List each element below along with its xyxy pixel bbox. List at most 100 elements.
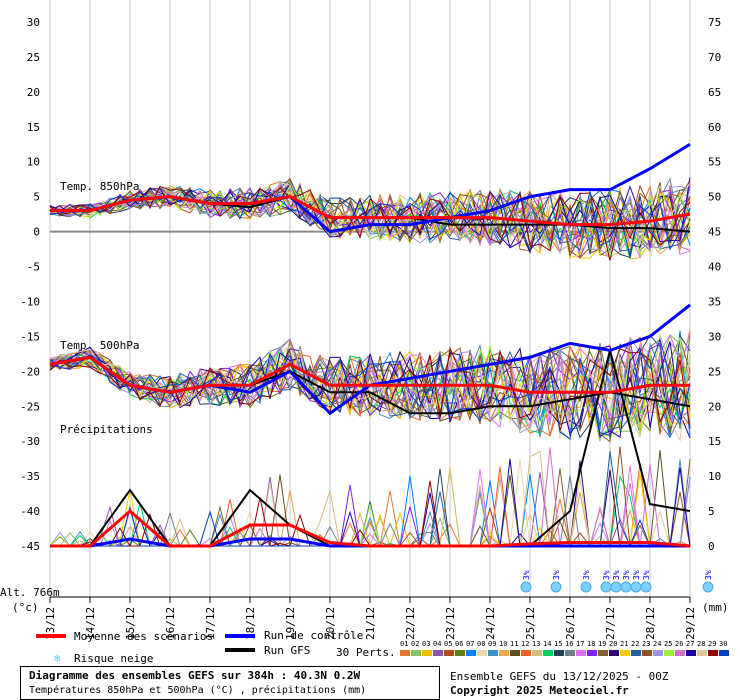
pert-number: 11 <box>510 640 519 648</box>
left-tick-label: -40 <box>20 505 40 518</box>
pert-swatch <box>642 650 652 656</box>
pert-swatch <box>400 650 410 656</box>
chart-subtitle: Températures 850hPa et 500hPa (°C) , pré… <box>29 685 367 696</box>
x-tick-label: 17/12 <box>204 607 217 640</box>
left-tick-label: 30 <box>27 16 40 29</box>
pert-number: 10 <box>499 640 508 648</box>
snow-risk-value: 3% <box>704 570 713 580</box>
pert-swatch <box>521 650 531 656</box>
pert-swatch <box>543 650 553 656</box>
copyright: Copyright 2025 Meteociel.fr <box>450 684 629 697</box>
right-tick-label: 10 <box>708 470 721 483</box>
snow-risk-value: 3% <box>622 570 631 580</box>
right-tick-label: 5 <box>708 505 715 518</box>
snow-risk-icon <box>640 581 652 593</box>
snow-risk-icon <box>520 581 532 593</box>
snow-risk-value: 3% <box>522 570 531 580</box>
pert-swatch <box>631 650 641 656</box>
pert-swatch <box>554 650 564 656</box>
pert-swatch <box>488 650 498 656</box>
snowflake-icon: ❄ <box>54 652 61 665</box>
snow-risk-icon <box>610 581 622 593</box>
left-tick-label: 0 <box>33 226 40 239</box>
x-tick-label: 18/12 <box>244 607 257 640</box>
panel-label-t850: Temp. 850hPa <box>60 180 139 193</box>
right-tick-label: 70 <box>708 51 721 64</box>
snow-risk-icon <box>630 581 642 593</box>
pert-swatch <box>477 650 487 656</box>
snow-risk-icon <box>620 581 632 593</box>
right-tick-label: 15 <box>708 435 721 448</box>
right-tick-label: 45 <box>708 226 721 239</box>
pert-swatch <box>455 650 465 656</box>
legend-gfs: Run GFS <box>264 644 311 657</box>
right-tick-label: 20 <box>708 400 721 413</box>
pert-swatch <box>532 650 542 656</box>
run-info: Ensemble GEFS du 13/12/2025 - 00Z <box>450 670 669 683</box>
legend-control: Run de contrôle <box>264 629 364 642</box>
pert-swatch <box>653 650 663 656</box>
pert-swatch <box>510 650 520 656</box>
x-tick-label: 20/12 <box>324 607 337 640</box>
pert-number: 29 <box>708 640 717 648</box>
pert-t500-line <box>49 337 691 440</box>
x-tick-label: 23/12 <box>444 607 457 640</box>
pert-number: 01 <box>400 640 409 648</box>
pert-swatch <box>422 650 432 656</box>
x-tick-label: 26/12 <box>564 607 577 640</box>
right-tick-label: 30 <box>708 330 721 343</box>
pert-t850-line <box>49 184 691 258</box>
pert-number: 07 <box>466 640 475 648</box>
x-tick-label: 19/12 <box>284 607 297 640</box>
pert-number: 22 <box>631 640 640 648</box>
pert-swatch <box>587 650 597 656</box>
right-tick-label: 55 <box>708 156 721 169</box>
pert-swatch <box>675 650 685 656</box>
pert-number: 25 <box>664 640 673 648</box>
snow-risk-icon <box>550 581 562 593</box>
panel-label-t500: Temp. 500hPa <box>60 339 139 352</box>
pert-number: 30 <box>719 640 728 648</box>
altitude-label: Alt. 766m <box>0 586 60 599</box>
pert-swatch <box>466 650 476 656</box>
right-tick-label: 0 <box>708 540 715 553</box>
pert-t500-line <box>49 346 691 431</box>
pert-number: 26 <box>675 640 684 648</box>
left-tick-label: -45 <box>20 540 40 553</box>
x-tick-label: 14/12 <box>84 607 97 640</box>
left-tick-label: -20 <box>20 365 40 378</box>
pert-t850-line <box>49 185 691 261</box>
series-precip-line <box>50 509 691 548</box>
pert-number: 04 <box>433 640 442 648</box>
x-tick-label: 28/12 <box>644 607 657 640</box>
series-t850-line <box>50 195 691 227</box>
snow-risk-value: 3% <box>582 570 591 580</box>
x-tick-label: 25/12 <box>524 607 537 640</box>
right-tick-label: 25 <box>708 365 721 378</box>
legend-mean-swatch <box>36 634 66 638</box>
pert-number: 18 <box>587 640 596 648</box>
pert-number: 14 <box>543 640 552 648</box>
pert-number: 09 <box>488 640 497 648</box>
pert-number: 05 <box>444 640 453 648</box>
pert-number: 02 <box>411 640 420 648</box>
pert-t500-line <box>49 349 691 432</box>
legend-gfs-swatch <box>225 648 255 652</box>
pert-number: 15 <box>554 640 563 648</box>
left-tick-label: -35 <box>20 470 40 483</box>
left-tick-label: 5 <box>33 191 40 204</box>
pert-swatch <box>620 650 630 656</box>
left-tick-label: 25 <box>27 51 40 64</box>
right-tick-label: 65 <box>708 86 721 99</box>
left-tick-label: -5 <box>27 261 40 274</box>
right-tick-label: 40 <box>708 261 721 274</box>
snow-risk-icon <box>580 581 592 593</box>
right-tick-label: 50 <box>708 191 721 204</box>
snow-risk-value: 3% <box>612 570 621 580</box>
left-tick-label: -25 <box>20 400 40 413</box>
left-tick-label: -10 <box>20 295 40 308</box>
left-unit: (°c) <box>12 601 39 614</box>
title-box: Diagramme des ensembles GEFS sur 384h : … <box>20 666 440 700</box>
left-tick-label: -15 <box>20 330 40 343</box>
